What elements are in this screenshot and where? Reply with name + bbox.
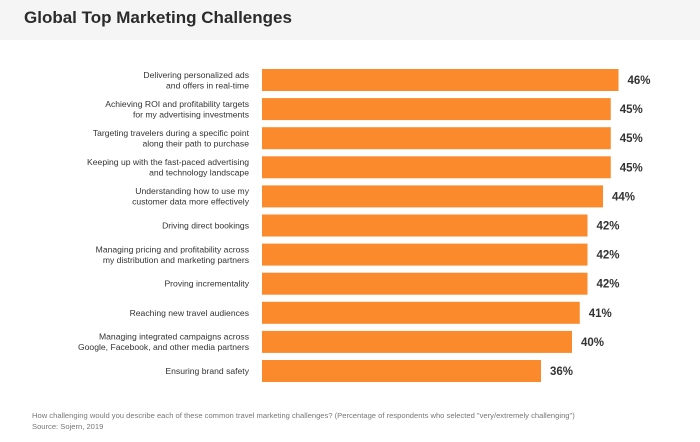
- value-label-5: 42%: [597, 221, 620, 233]
- category-label-6: Managing pricing and profitability acros…: [96, 244, 249, 265]
- category-label-10: Ensuring brand safety: [165, 366, 249, 376]
- category-label-line: Targeting travelers during a specific po…: [93, 128, 250, 138]
- value-label-4: 44%: [612, 191, 635, 203]
- page-title: Global Top Marketing Challenges: [24, 8, 292, 27]
- bar-3: [262, 156, 611, 179]
- category-label-1: Achieving ROI and profitability targets f…: [105, 99, 249, 120]
- bar-1: [262, 98, 611, 121]
- category-label-2: Targeting travelers during a specific po…: [93, 128, 250, 149]
- bar-10: [262, 360, 541, 382]
- category-label-line: Keeping up with the fast-paced advertisi…: [87, 157, 249, 167]
- value-label-9: 40%: [581, 337, 604, 349]
- category-label-line: Managing integrated campaigns across: [99, 332, 249, 342]
- category-label-line: my distribution and marketing partners: [103, 255, 249, 265]
- value-label-0: 46%: [628, 75, 651, 87]
- bar-2: [262, 127, 611, 150]
- category-label-3: Keeping up with the fast-paced advertisi…: [87, 157, 249, 178]
- value-label-8: 41%: [589, 308, 612, 320]
- bar-4: [262, 185, 603, 208]
- bar-7: [262, 272, 588, 295]
- category-label-line: Managing pricing and profitability acros…: [96, 244, 249, 254]
- value-label-6: 42%: [597, 250, 620, 262]
- category-label-line: customer data more effectively: [132, 197, 250, 207]
- category-label-line: along their path to purchase: [142, 138, 249, 148]
- category-label-line: for my advertising investments: [133, 109, 249, 119]
- bar-5: [262, 214, 588, 237]
- value-label-3: 45%: [620, 162, 643, 174]
- category-label-5: Driving direct bookings: [162, 221, 249, 231]
- category-label-8: Reaching new travel audiences: [130, 308, 249, 318]
- category-label-line: Achieving ROI and profitability targets: [105, 99, 249, 109]
- category-label-line: and offers in real-time: [166, 80, 249, 90]
- bar-9: [262, 330, 572, 353]
- category-label-line: Understanding how to use my: [135, 186, 249, 196]
- bar-8: [262, 301, 580, 324]
- bar-6: [262, 243, 588, 266]
- survey-question: How challenging would you describe each …: [32, 411, 575, 420]
- value-label-10: 36%: [550, 366, 573, 378]
- bar-0: [262, 69, 619, 91]
- category-label-line: Proving incrementality: [164, 279, 249, 289]
- header-bar: Global Top Marketing Challenges: [0, 0, 700, 40]
- category-label-line: Ensuring brand safety: [165, 366, 249, 376]
- value-label-1: 45%: [620, 104, 643, 116]
- value-label-2: 45%: [620, 133, 643, 145]
- chart-caption: How challenging would you describe each …: [32, 410, 575, 432]
- category-label-line: and technology landscape: [149, 168, 249, 178]
- category-label-9: Managing integrated campaigns across Goog…: [78, 332, 249, 353]
- source-note: Source: Sojern, 2019: [32, 422, 104, 431]
- category-label-line: Driving direct bookings: [162, 221, 249, 231]
- category-label-line: Reaching new travel audiences: [130, 308, 249, 318]
- category-label-4: Understanding how to use my customer data…: [132, 186, 250, 207]
- category-label-line: Delivering personalized ads: [143, 70, 249, 80]
- category-label-7: Proving incrementality: [164, 279, 249, 289]
- value-label-7: 42%: [597, 279, 620, 291]
- category-label-line: Google, Facebook, and other media partne…: [78, 342, 249, 352]
- category-label-0: Delivering personalized ads and offers in…: [143, 70, 249, 91]
